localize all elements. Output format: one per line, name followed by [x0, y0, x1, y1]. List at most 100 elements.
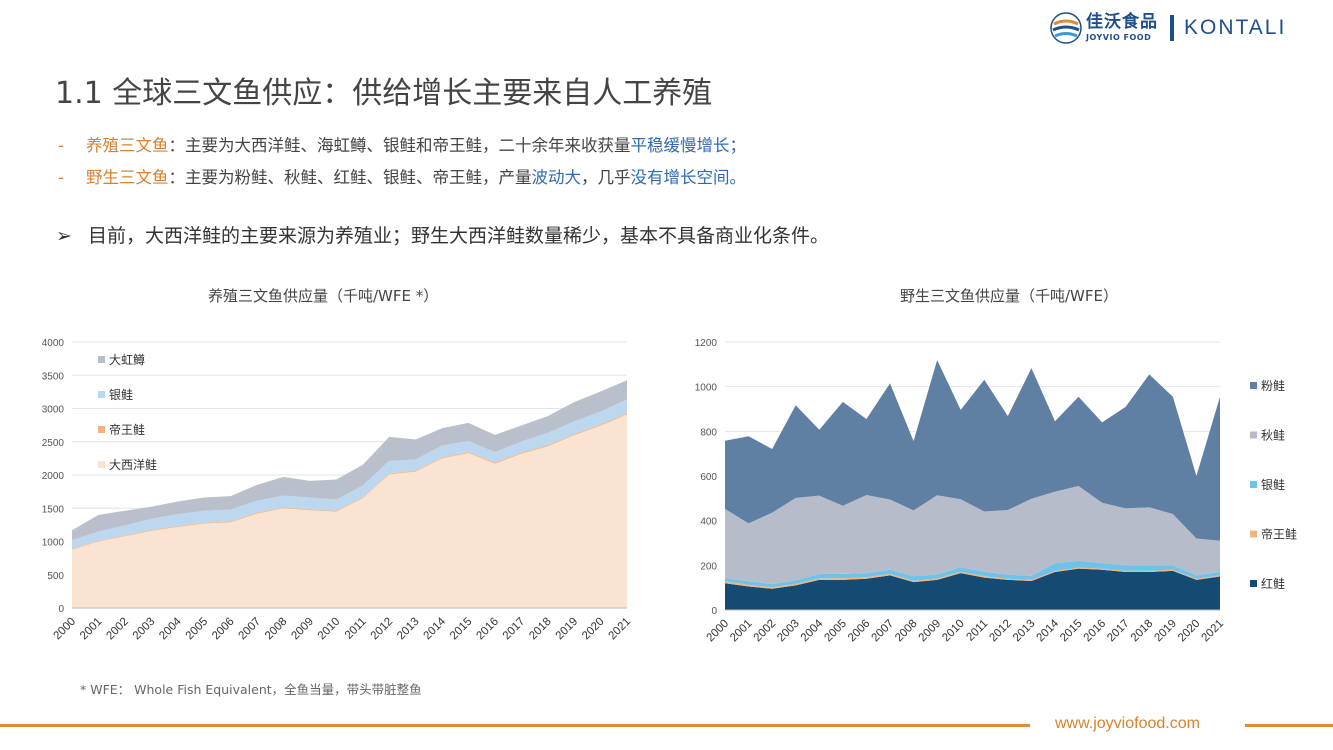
- bullet-highlight-2: 没有增长空间: [630, 168, 730, 187]
- x-tick-label: 2008: [893, 618, 920, 645]
- x-tick-label: 2002: [104, 616, 131, 643]
- x-tick-label: 2017: [501, 616, 528, 643]
- x-tick-label: 2018: [527, 616, 554, 643]
- x-tick-label: 2014: [422, 615, 449, 642]
- x-tick-label: 2009: [289, 616, 316, 643]
- legend-label: 大西洋鲑: [109, 457, 157, 472]
- logo-en: JOYVIO FOOD: [1086, 33, 1152, 42]
- legend-swatch: [98, 461, 105, 468]
- x-tick-label: 2009: [917, 618, 944, 645]
- x-tick-label: 2006: [846, 618, 873, 645]
- wild-salmon-chart: 0200400600800100012002000200120022003200…: [695, 338, 1297, 645]
- bullet-highlight: 波动大: [531, 168, 582, 187]
- bullet-label: 养殖三文鱼: [86, 136, 169, 155]
- bullet-text-2: ，几乎: [581, 168, 631, 187]
- y-tick-label: 2500: [42, 438, 65, 449]
- legend-swatch: [98, 426, 105, 433]
- x-tick-label: 2001: [78, 616, 105, 643]
- y-tick-label: 1500: [42, 504, 65, 515]
- footer-url[interactable]: www.joyviofood.com: [1055, 715, 1200, 732]
- area-series-3: [725, 486, 1220, 585]
- x-tick-label: 2016: [1082, 618, 1109, 645]
- x-tick-label: 2013: [1011, 618, 1038, 645]
- footer-rule-left: [0, 724, 1030, 727]
- legend-label: 秋鲑: [1261, 428, 1285, 443]
- x-tick-label: 2015: [448, 616, 475, 643]
- header-logo: 佳沃食品 JOYVIO FOOD KONTALI: [1050, 12, 1286, 44]
- y-tick-label: 500: [47, 571, 64, 582]
- area-series-0: [725, 568, 1220, 610]
- legend-label: 银鲑: [1261, 477, 1285, 492]
- x-tick-label: 2012: [369, 616, 396, 643]
- x-tick-label: 2007: [237, 616, 264, 643]
- x-tick-label: 2004: [799, 617, 826, 644]
- key-note: ➢ 目前，大西洋鲑的主要来源为养殖业；野生大西洋鲑数量稀少，基本不具备商业化条件。: [56, 221, 829, 248]
- bullet-dash: -: [58, 136, 64, 155]
- bullet-text: ：主要为大西洋鲑、海虹鳟、银鲑和帝王鲑，二十余年来收获量: [168, 136, 631, 155]
- y-tick-label: 800: [700, 427, 717, 438]
- bullet-farmed: - 养殖三文鱼：主要为大西洋鲑、海虹鳟、银鲑和帝王鲑，二十余年来收获量平稳缓慢增长…: [58, 132, 746, 156]
- y-tick-label: 400: [700, 517, 717, 528]
- x-tick-label: 2003: [775, 618, 802, 645]
- footnote: * WFE： Whole Fish Equivalent，全鱼当量，带头带脏整鱼: [80, 682, 422, 697]
- x-tick-label: 2005: [184, 616, 211, 643]
- logo-text: 佳沃食品 JOYVIO FOOD: [1086, 14, 1158, 42]
- x-tick-label: 2003: [131, 616, 158, 643]
- x-tick-label: 2020: [580, 616, 607, 643]
- area-series-0: [72, 414, 627, 608]
- x-tick-label: 2005: [822, 618, 849, 645]
- x-tick-label: 2021: [1200, 618, 1227, 645]
- area-series-2: [725, 560, 1220, 588]
- legend-label: 银鲑: [109, 387, 133, 402]
- farmed-chart-title: 养殖三文鱼供应量（千吨/WFE *）: [208, 287, 439, 305]
- bullet-end: ；: [729, 136, 747, 155]
- kontali-logo: KONTALI: [1184, 16, 1287, 39]
- logo-cn: 佳沃食品: [1086, 12, 1158, 32]
- legend-swatch: [98, 391, 105, 398]
- x-tick-label: 2015: [1058, 618, 1085, 645]
- x-tick-label: 2011: [343, 616, 369, 642]
- y-tick-label: 1000: [42, 538, 65, 549]
- area-series-3: [72, 380, 627, 541]
- x-tick-label: 2013: [395, 616, 422, 643]
- legend-label: 粉鲑: [1261, 378, 1285, 393]
- area-series-4: [725, 360, 1220, 541]
- x-tick-label: 2004: [157, 615, 184, 642]
- x-tick-label: 2021: [607, 616, 634, 643]
- legend-label: 帝王鲑: [109, 422, 145, 437]
- y-tick-label: 4000: [42, 338, 65, 349]
- joyvio-globe-icon: [1050, 12, 1082, 44]
- x-tick-label: 2010: [316, 616, 343, 643]
- y-tick-label: 1000: [695, 383, 718, 394]
- logo-separator: [1170, 15, 1174, 41]
- x-tick-label: 2000: [52, 616, 79, 643]
- x-tick-label: 2018: [1129, 618, 1156, 645]
- x-tick-label: 2019: [554, 616, 581, 643]
- x-tick-label: 2007: [870, 618, 897, 645]
- x-tick-label: 2016: [474, 616, 501, 643]
- legend-label: 大虹鳟: [109, 353, 145, 367]
- bullet-text: ：主要为粉鲑、秋鲑、红鲑、银鲑、帝王鲑，产量: [168, 168, 532, 187]
- legend-swatch: [1250, 481, 1257, 488]
- y-tick-label: 0: [711, 606, 717, 617]
- legend-swatch: [1250, 382, 1257, 389]
- arrow-bullet-icon: ➢: [56, 225, 72, 247]
- y-tick-label: 1200: [695, 338, 718, 349]
- legend-swatch: [1250, 580, 1257, 587]
- x-tick-label: 2008: [263, 616, 290, 643]
- bullet-dash: -: [58, 168, 64, 187]
- wild-chart-title: 野生三文鱼供应量（千吨/WFE）: [900, 287, 1118, 305]
- footer-rule-right: [1245, 724, 1333, 727]
- y-tick-label: 600: [700, 472, 717, 483]
- legend-swatch: [98, 356, 105, 363]
- legend-swatch: [1250, 530, 1257, 538]
- key-note-text: 目前，大西洋鲑的主要来源为养殖业；野生大西洋鲑数量稀少，基本不具备商业化条件。: [88, 225, 830, 247]
- y-tick-label: 3000: [42, 405, 65, 416]
- bullet-wild: - 野生三文鱼：主要为粉鲑、秋鲑、红鲑、银鲑、帝王鲑，产量波动大，几乎没有增长空间…: [58, 164, 746, 188]
- bullet-label: 野生三文鱼: [86, 168, 169, 187]
- bullet-highlight: 平稳缓慢增长: [630, 136, 730, 155]
- legend-label: 帝王鲑: [1261, 527, 1297, 542]
- y-tick-label: 3500: [42, 371, 65, 382]
- x-tick-label: 2014: [1035, 617, 1062, 644]
- x-tick-label: 2001: [728, 618, 755, 645]
